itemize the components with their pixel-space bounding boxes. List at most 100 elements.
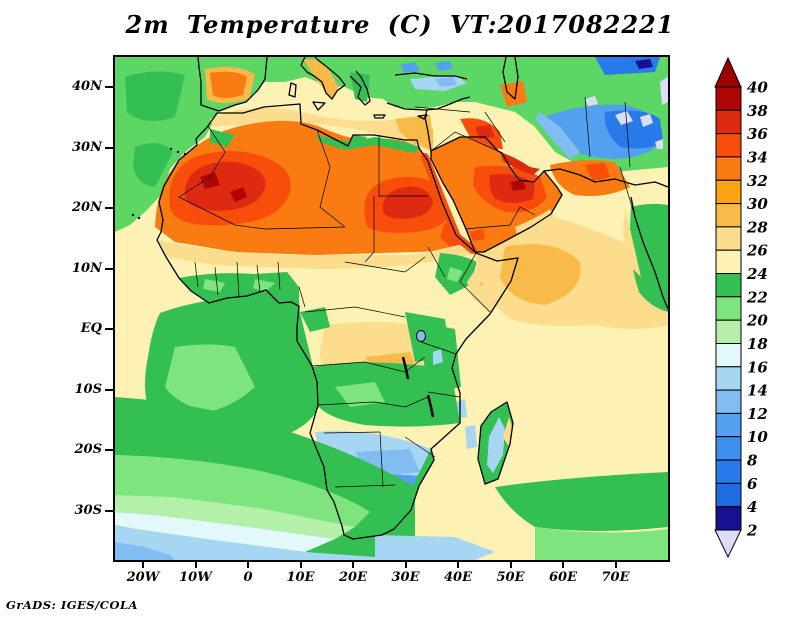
lon-tick-mark <box>509 560 512 568</box>
mild-green-regions <box>115 57 668 232</box>
colorbar-label: 24 <box>746 265 768 283</box>
colorbar-segment <box>715 319 742 345</box>
colorbar-label: 10 <box>747 428 768 446</box>
arabia-coastline <box>430 136 563 253</box>
colorbar-label: 30 <box>747 195 768 213</box>
temperature-map <box>115 57 668 560</box>
lat-tick-label: 30S <box>74 502 102 518</box>
colorbar-segment <box>715 273 742 298</box>
lon-tick-label: 20W <box>126 570 160 585</box>
map-plot-area <box>113 55 670 562</box>
sahel-band <box>157 240 476 269</box>
colorbar-label: 20 <box>746 312 768 330</box>
italy-balkans <box>303 59 370 102</box>
colorbar-segment <box>715 506 742 531</box>
colorbar-label: 40 <box>747 79 768 97</box>
lat-tick-label: 30N <box>72 139 102 155</box>
lat-tick-mark <box>105 146 113 149</box>
lon-tick-mark <box>614 560 617 568</box>
attribution-label: GrADS: IGES/COLA <box>6 598 138 612</box>
coastlines <box>156 57 668 540</box>
persian-gulf-hot <box>500 152 540 175</box>
colorbar-label: 18 <box>747 335 768 353</box>
colorbar-label: 16 <box>747 358 768 376</box>
colorbar-segment <box>715 459 742 484</box>
colorbar-label: 36 <box>747 125 768 143</box>
colorbar-segment <box>715 482 742 508</box>
colorbar-above-arrow <box>714 56 742 88</box>
colorbar-label: 34 <box>747 148 768 166</box>
map-title: 2m Temperature (C) VT:2017082221 <box>125 10 675 39</box>
iberia-coastline <box>197 57 268 112</box>
country-borders <box>178 96 636 488</box>
colorbar-segment <box>715 133 742 158</box>
lon-tick-mark <box>352 560 354 568</box>
lat-tick-label: 10N <box>72 260 102 276</box>
lon-tick-label: 10E <box>286 570 315 585</box>
africa-coastline <box>156 103 519 540</box>
lon-tick-label: 70E <box>601 570 630 585</box>
lon-tick-mark <box>142 560 144 568</box>
colorbar-label: 14 <box>747 382 768 400</box>
colorbar-segment <box>715 179 742 205</box>
lon-tick-label: 50E <box>496 570 525 585</box>
colorbar-label: 6 <box>747 475 758 493</box>
lon-tick-label: 30E <box>391 570 420 585</box>
colorbar-label: 2 <box>746 522 757 540</box>
lon-tick-label: 10W <box>179 570 212 585</box>
colorbar-label: 38 <box>747 102 768 120</box>
colorbar-segment <box>715 296 742 321</box>
colorbar-segment <box>715 156 742 181</box>
madagascar <box>478 402 513 484</box>
lat-tick-mark <box>105 449 113 451</box>
lat-tick-mark <box>105 207 113 209</box>
colorbar-segment <box>715 412 742 438</box>
sahara-hot-region <box>155 120 470 255</box>
colorbar: 40 38 36 34 32 30 28 26 24 22 20 18 16 14 12 10 8 6 4 2 <box>714 56 768 559</box>
colorbar-segment <box>715 86 742 111</box>
colorbar-segment <box>715 109 742 135</box>
caspian-coastline <box>502 57 519 100</box>
lon-tick-label: 0 <box>243 570 253 585</box>
lat-tick-mark <box>105 509 113 512</box>
colorbar-label: 28 <box>746 218 768 236</box>
islands <box>131 147 187 220</box>
arabia-hot-region <box>431 118 562 252</box>
colorbar-label: 4 <box>747 498 757 516</box>
lon-tick-mark <box>562 560 564 568</box>
lat-tick-mark <box>105 86 113 88</box>
anatolia-caucasus <box>400 61 527 107</box>
iberia <box>205 67 255 103</box>
lon-tick-label: 60E <box>549 570 577 585</box>
colorbar-label: 12 <box>747 405 768 423</box>
lon-tick-mark <box>457 560 459 568</box>
north-africa-coast-green <box>210 129 420 153</box>
colorbar-segment <box>715 249 742 274</box>
colorbar-segment <box>715 389 742 414</box>
lon-tick-label: 40E <box>444 570 472 585</box>
colorbar-label: 8 <box>747 452 758 470</box>
lat-tick-label: EQ <box>80 321 102 336</box>
italy-coastline <box>300 57 346 100</box>
lon-tick-mark <box>404 560 407 568</box>
lon-tick-mark <box>247 560 249 568</box>
greece-coastline <box>349 70 371 106</box>
colorbar-segment <box>715 366 742 391</box>
levant-coastline <box>424 109 432 152</box>
colorbar-segment <box>715 343 742 368</box>
madagascar-coastline <box>477 401 514 485</box>
colorbar-below-arrow <box>714 529 742 559</box>
indian-ocean-warm <box>455 213 668 560</box>
lon-tick-mark <box>299 560 302 568</box>
lon-tick-label: 20E <box>339 570 367 585</box>
lat-tick-label: 20N <box>72 200 102 215</box>
iran-afghan-cold <box>535 57 668 159</box>
lat-tick-label: 40N <box>72 79 102 94</box>
lon-tick-mark <box>194 560 197 568</box>
lakes <box>401 330 435 418</box>
lat-tick-mark <box>105 388 113 391</box>
colorbar-label: 22 <box>746 288 768 306</box>
colorbar-segment <box>715 436 742 461</box>
colorbar-segment <box>715 203 742 228</box>
